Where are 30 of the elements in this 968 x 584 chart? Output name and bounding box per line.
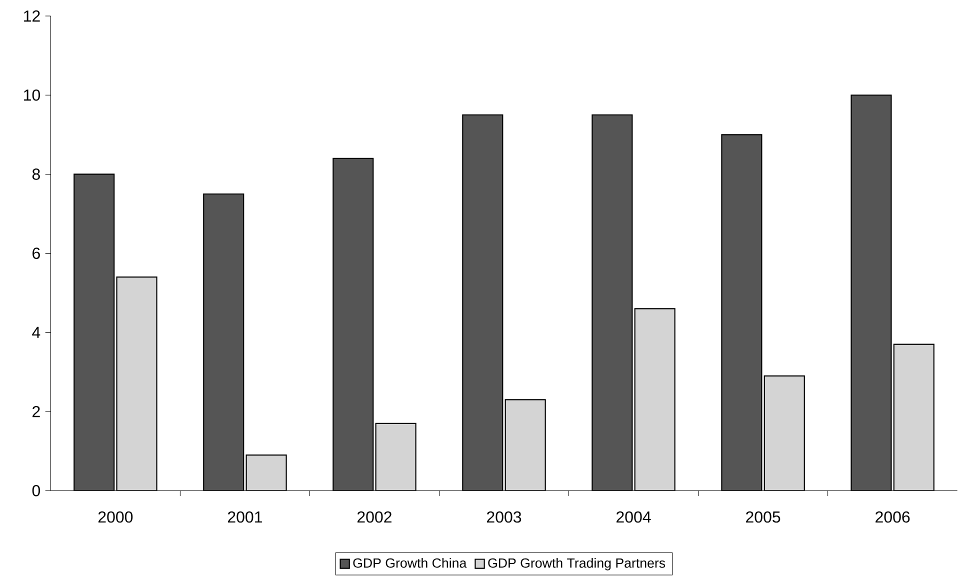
legend-label: GDP Growth China (353, 558, 467, 568)
x-tick-label: 2006 (876, 511, 910, 523)
bar (764, 375, 805, 491)
bar (375, 422, 416, 491)
x-tick-label: 2001 (228, 511, 262, 523)
legend-label: GDP Growth Trading Partners (488, 558, 666, 570)
y-tick-label: 10 (24, 89, 40, 101)
bar (246, 454, 287, 491)
y-tick-label: 2 (32, 406, 40, 418)
x-tick-label: 2004 (616, 511, 651, 523)
bar (74, 174, 115, 491)
bar (850, 94, 892, 491)
bar (116, 276, 158, 491)
y-tick-label: 0 (32, 484, 40, 496)
bar (332, 158, 374, 491)
bar (721, 134, 762, 491)
x-tick-label: 2002 (357, 511, 392, 523)
bar (504, 399, 546, 491)
bar (592, 114, 633, 491)
x-tick-label: 2000 (98, 511, 133, 523)
y-tick-label: 12 (24, 10, 40, 22)
y-tick-label: 8 (32, 168, 40, 180)
bar (203, 193, 244, 491)
bar (634, 308, 676, 491)
bar (462, 114, 504, 491)
y-tick-label: 6 (32, 248, 40, 259)
x-tick-label: 2005 (746, 511, 780, 523)
y-tick-label: 4 (32, 326, 40, 338)
x-tick-label: 2003 (486, 511, 522, 523)
bar (893, 344, 934, 491)
